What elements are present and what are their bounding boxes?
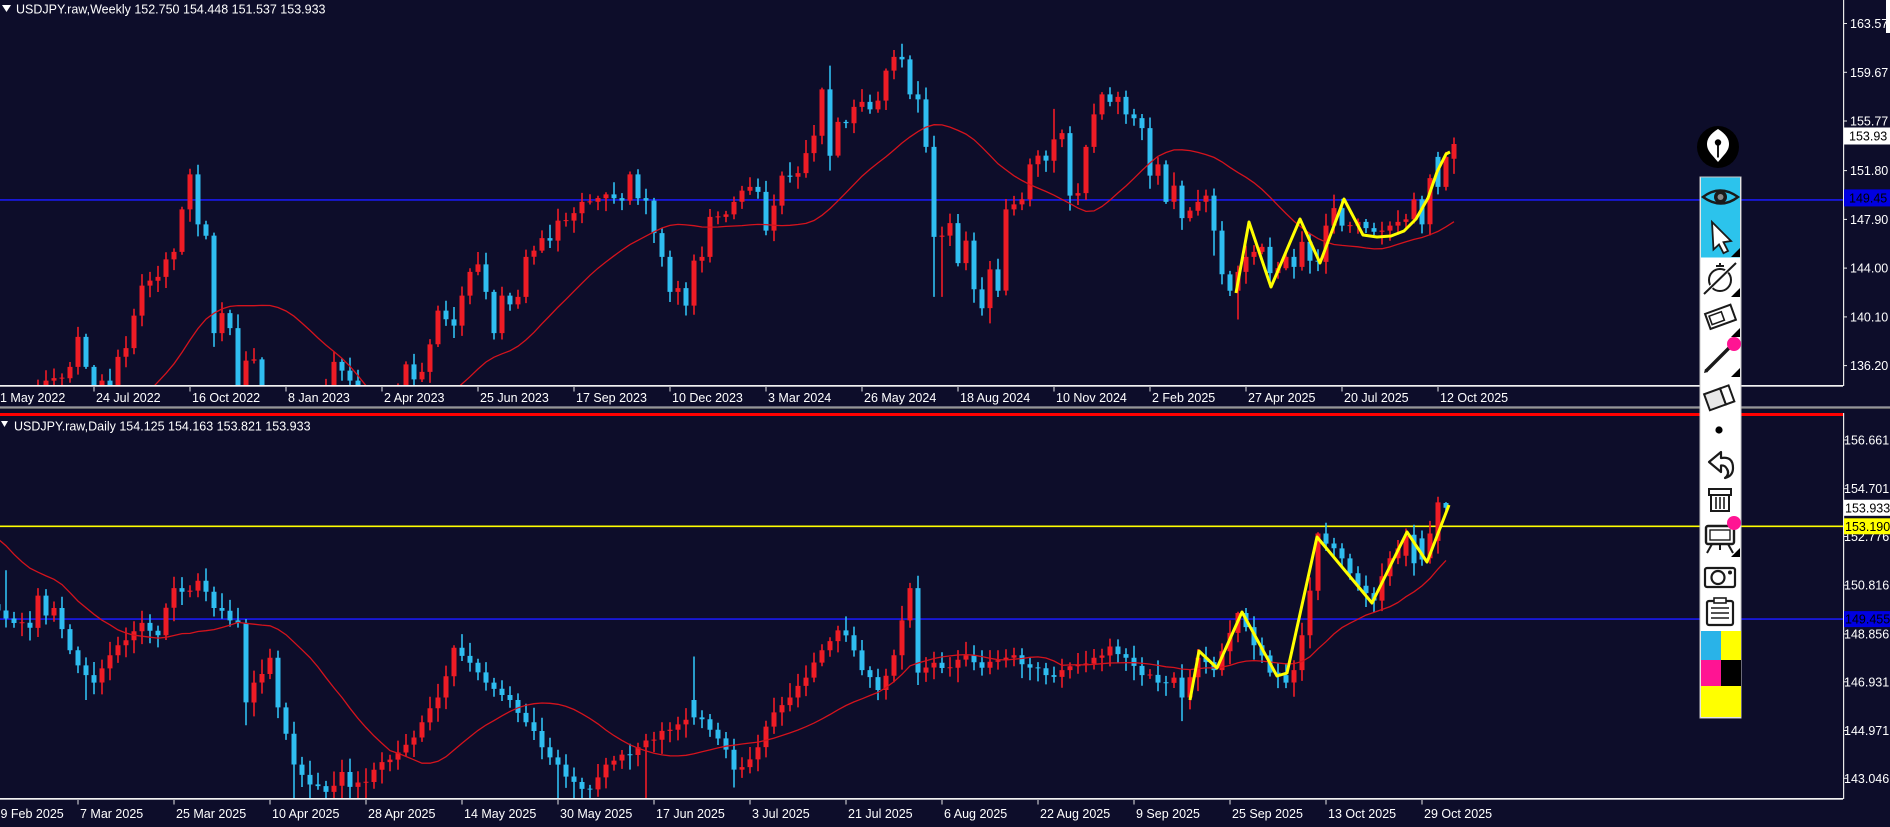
svg-text:25 Sep 2025: 25 Sep 2025 (1232, 807, 1303, 821)
svg-text:3 Jul 2025: 3 Jul 2025 (752, 807, 810, 821)
svg-text:10 Apr 2025: 10 Apr 2025 (272, 807, 339, 821)
svg-text:147.90: 147.90 (1850, 213, 1888, 227)
svg-text:22 Aug 2025: 22 Aug 2025 (1040, 807, 1110, 821)
svg-text:20 Jul 2025: 20 Jul 2025 (1344, 391, 1409, 405)
svg-text:14 May 2025: 14 May 2025 (464, 807, 536, 821)
svg-text:149.455: 149.455 (1845, 613, 1890, 627)
svg-text:6 Aug 2025: 6 Aug 2025 (944, 807, 1007, 821)
svg-text:154.701: 154.701 (1844, 482, 1889, 496)
svg-text:24 Jul 2022: 24 Jul 2022 (96, 391, 161, 405)
svg-text:150.816: 150.816 (1844, 579, 1889, 593)
svg-text:7 Mar 2025: 7 Mar 2025 (80, 807, 143, 821)
svg-text:21 Jul 2025: 21 Jul 2025 (848, 807, 913, 821)
svg-text:151.80: 151.80 (1850, 164, 1888, 178)
svg-text:155.77: 155.77 (1850, 115, 1888, 129)
svg-text:10 Dec 2023: 10 Dec 2023 (672, 391, 743, 405)
svg-text:140.10: 140.10 (1850, 310, 1888, 324)
svg-text:28 Apr 2025: 28 Apr 2025 (368, 807, 435, 821)
svg-text:16 Oct 2022: 16 Oct 2022 (192, 391, 260, 405)
svg-text:153.93: 153.93 (1849, 130, 1887, 144)
svg-text:3 Mar 2024: 3 Mar 2024 (768, 391, 831, 405)
svg-text:146.931: 146.931 (1844, 675, 1889, 689)
svg-text:25 Jun 2023: 25 Jun 2023 (480, 391, 549, 405)
svg-text:9 Feb 2025: 9 Feb 2025 (1, 807, 64, 821)
svg-text:8 Jan 2023: 8 Jan 2023 (288, 391, 350, 405)
svg-text:30 May 2025: 30 May 2025 (560, 807, 632, 821)
svg-text:USDJPY.raw,Daily 154.125 154.: USDJPY.raw,Daily 154.125 154.163 153.821… (14, 420, 311, 434)
svg-text:156.661: 156.661 (1844, 434, 1889, 448)
svg-text:144.971: 144.971 (1844, 724, 1889, 738)
svg-text:27 Apr 2025: 27 Apr 2025 (1248, 391, 1315, 405)
svg-text:9 Sep 2025: 9 Sep 2025 (1136, 807, 1200, 821)
svg-text:143.046: 143.046 (1844, 772, 1889, 786)
svg-text:17 Sep 2023: 17 Sep 2023 (576, 391, 647, 405)
svg-text:12 Oct 2025: 12 Oct 2025 (1440, 391, 1508, 405)
svg-text:29 Oct 2025: 29 Oct 2025 (1424, 807, 1492, 821)
svg-text:USDJPY.raw,Weekly 152.750 154: USDJPY.raw,Weekly 152.750 154.448 151.53… (16, 3, 326, 17)
svg-text:25 Mar 2025: 25 Mar 2025 (176, 807, 246, 821)
svg-text:163.57: 163.57 (1850, 17, 1888, 31)
svg-text:1 May 2022: 1 May 2022 (0, 391, 65, 405)
svg-text:136.20: 136.20 (1850, 359, 1888, 373)
svg-text:148.856: 148.856 (1844, 628, 1889, 642)
svg-text:144.00: 144.00 (1850, 262, 1888, 276)
svg-text:17 Jun 2025: 17 Jun 2025 (656, 807, 725, 821)
svg-text:153.190: 153.190 (1845, 520, 1890, 534)
svg-text:2 Feb 2025: 2 Feb 2025 (1152, 391, 1215, 405)
svg-text:149.45: 149.45 (1849, 191, 1887, 205)
svg-text:13 Oct 2025: 13 Oct 2025 (1328, 807, 1396, 821)
svg-text:153.933: 153.933 (1845, 501, 1890, 515)
svg-text:18 Aug 2024: 18 Aug 2024 (960, 391, 1030, 405)
svg-text:10 Nov 2024: 10 Nov 2024 (1056, 391, 1127, 405)
svg-text:2 Apr 2023: 2 Apr 2023 (384, 391, 445, 405)
svg-text:26 May 2024: 26 May 2024 (864, 391, 936, 405)
svg-text:159.67: 159.67 (1850, 66, 1888, 80)
